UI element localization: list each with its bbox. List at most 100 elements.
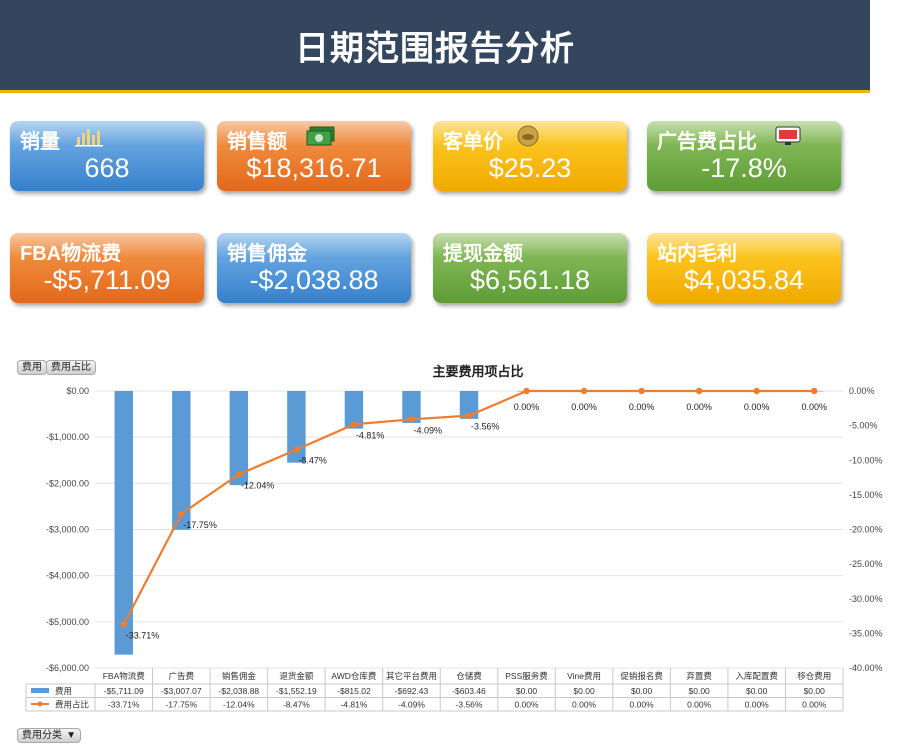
table-cell-fee: $0.00 [746, 686, 768, 696]
right-axis-tick-label: -30.00% [849, 594, 883, 604]
table-cell-ratio: 0.00% [802, 700, 827, 710]
field-button-label: 费用分类 [22, 730, 62, 741]
right-axis-tick-label: -40.00% [849, 663, 883, 673]
table-cell-ratio: 0.00% [745, 700, 770, 710]
ratio-point [638, 387, 645, 395]
table-cell-fee: -$3,007.07 [161, 686, 202, 696]
ratio-data-label: 0.00% [629, 402, 655, 412]
category-label: 仓储费 [456, 671, 482, 681]
right-axis-tick-label: 0.00% [849, 386, 875, 396]
ratio-point [465, 412, 473, 419]
category-label: FBA物流费 [103, 671, 146, 681]
kpi-label: 销售佣金 [227, 243, 307, 265]
table-cell-ratio: 0.00% [687, 700, 712, 710]
table-cell-ratio: -4.09% [398, 700, 425, 710]
table-cell-ratio: -33.71% [108, 700, 140, 710]
table-cell-fee: -$2,038.88 [219, 686, 260, 696]
kpi-label: 销售额 [227, 131, 287, 153]
ratio-data-label: 0.00% [686, 402, 712, 412]
table-cell-fee: -$5,711.09 [104, 686, 144, 696]
legend-key-bar [31, 688, 49, 693]
report-title: 日期范围报告分析 [295, 29, 575, 68]
kpi-card-avg-order: 客单价 $25.23 [433, 121, 627, 191]
kpi-value: 668 [84, 153, 130, 183]
ratio-point [293, 446, 300, 453]
kpi-label: 销量 [20, 131, 60, 153]
field-button-fee[interactable]: 费用 [17, 360, 47, 375]
ratio-point [753, 387, 760, 395]
kpi-card-sales-amount: 销售额 $18,316.71 [217, 121, 411, 191]
bar [747, 391, 766, 392]
report-header: 日期范围报告分析 [0, 0, 870, 93]
bar [689, 391, 709, 392]
ratio-point [235, 471, 243, 478]
table-cell-fee: $0.00 [573, 686, 595, 696]
ratio-data-label: 0.00% [744, 402, 770, 412]
kpi-label: 站内毛利 [657, 243, 737, 265]
legend-label: 费用占比 [55, 700, 89, 710]
left-axis-tick-label: -$4,000.00 [46, 571, 89, 581]
filter-icon: ▼ [66, 730, 76, 741]
table-cell-ratio: -8.47% [283, 700, 310, 710]
left-axis-tick-label: -$1,000.00 [46, 432, 89, 442]
legend-label: 费用 [55, 686, 72, 696]
kpi-label: 客单价 [443, 131, 503, 153]
category-label: 入库配置费 [735, 671, 778, 681]
field-button-category[interactable]: 费用分类 ▼ [17, 728, 81, 743]
category-label: 退货金额 [279, 671, 314, 681]
left-axis-tick-label: -$2,000.00 [46, 478, 89, 488]
ratio-data-label: -12.04% [241, 480, 275, 490]
kpi-card-fba-fee: FBA物流费 -$5,711.09 [10, 233, 204, 303]
ratio-data-label: -33.71% [126, 630, 160, 640]
kpi-card-ad-ratio: 广告费占比 -17.8% [647, 121, 841, 191]
ratio-line [122, 389, 815, 625]
kpi-value: $6,561.18 [469, 265, 591, 295]
bar [805, 391, 824, 392]
table-cell-ratio: -12.04% [223, 700, 255, 710]
bar [459, 391, 479, 419]
ratio-point [695, 387, 703, 395]
right-axis-tick-label: -35.00% [849, 628, 883, 638]
kpi-value: $18,316.71 [246, 153, 382, 183]
ratio-data-label: 0.00% [571, 402, 597, 412]
left-axis-tick-label: -$3,000.00 [46, 525, 89, 535]
kpi-card-gross-profit: 站内毛利 $4,035.84 [647, 233, 841, 303]
coin-icon [517, 125, 539, 147]
category-label: 其它平台费用 [386, 671, 437, 681]
money-icon [306, 126, 335, 146]
kpi-card-withdrawal: 提现金额 $6,561.18 [433, 233, 627, 303]
right-axis-tick-label: -20.00% [849, 525, 883, 535]
kpi-label: 提现金额 [443, 243, 523, 265]
bar-chart-icon [75, 129, 103, 147]
bar [172, 391, 191, 530]
kpi-value: -$2,038.88 [249, 265, 379, 295]
field-button-fee-ratio[interactable]: 费用占比 [46, 360, 96, 375]
chart-title: 主要费用项占比 [432, 364, 523, 379]
ratio-data-label: -17.75% [183, 520, 217, 530]
ratio-point [350, 421, 358, 428]
bar [229, 391, 249, 486]
ratio-data-label: 0.00% [801, 402, 827, 412]
kpi-card-sales-qty: 销量 668 [10, 121, 204, 191]
table-cell-fee: -$692.43 [395, 686, 429, 696]
monitor-icon [775, 126, 801, 145]
ratio-point [408, 416, 415, 423]
ratio-point [811, 387, 818, 395]
ratio-point [580, 387, 588, 395]
bar [517, 391, 536, 392]
ratio-point [178, 510, 185, 518]
table-cell-ratio: -3.56% [456, 700, 483, 710]
table-cell-fee: -$1,552.19 [276, 686, 317, 696]
ratio-point [523, 387, 530, 395]
legend-key-marker [37, 701, 43, 707]
table-cell-ratio: 0.00% [514, 700, 539, 710]
table-cell-ratio: -17.75% [165, 700, 197, 710]
category-label: 弃置费 [686, 671, 712, 681]
left-axis-tick-label: $0.00 [66, 386, 89, 396]
ratio-data-label: -4.09% [413, 425, 442, 435]
table-cell-ratio: 0.00% [630, 700, 655, 710]
right-axis-tick-label: -15.00% [849, 490, 883, 500]
right-axis-tick-label: -25.00% [849, 559, 883, 569]
ratio-data-label: -8.47% [298, 456, 327, 466]
